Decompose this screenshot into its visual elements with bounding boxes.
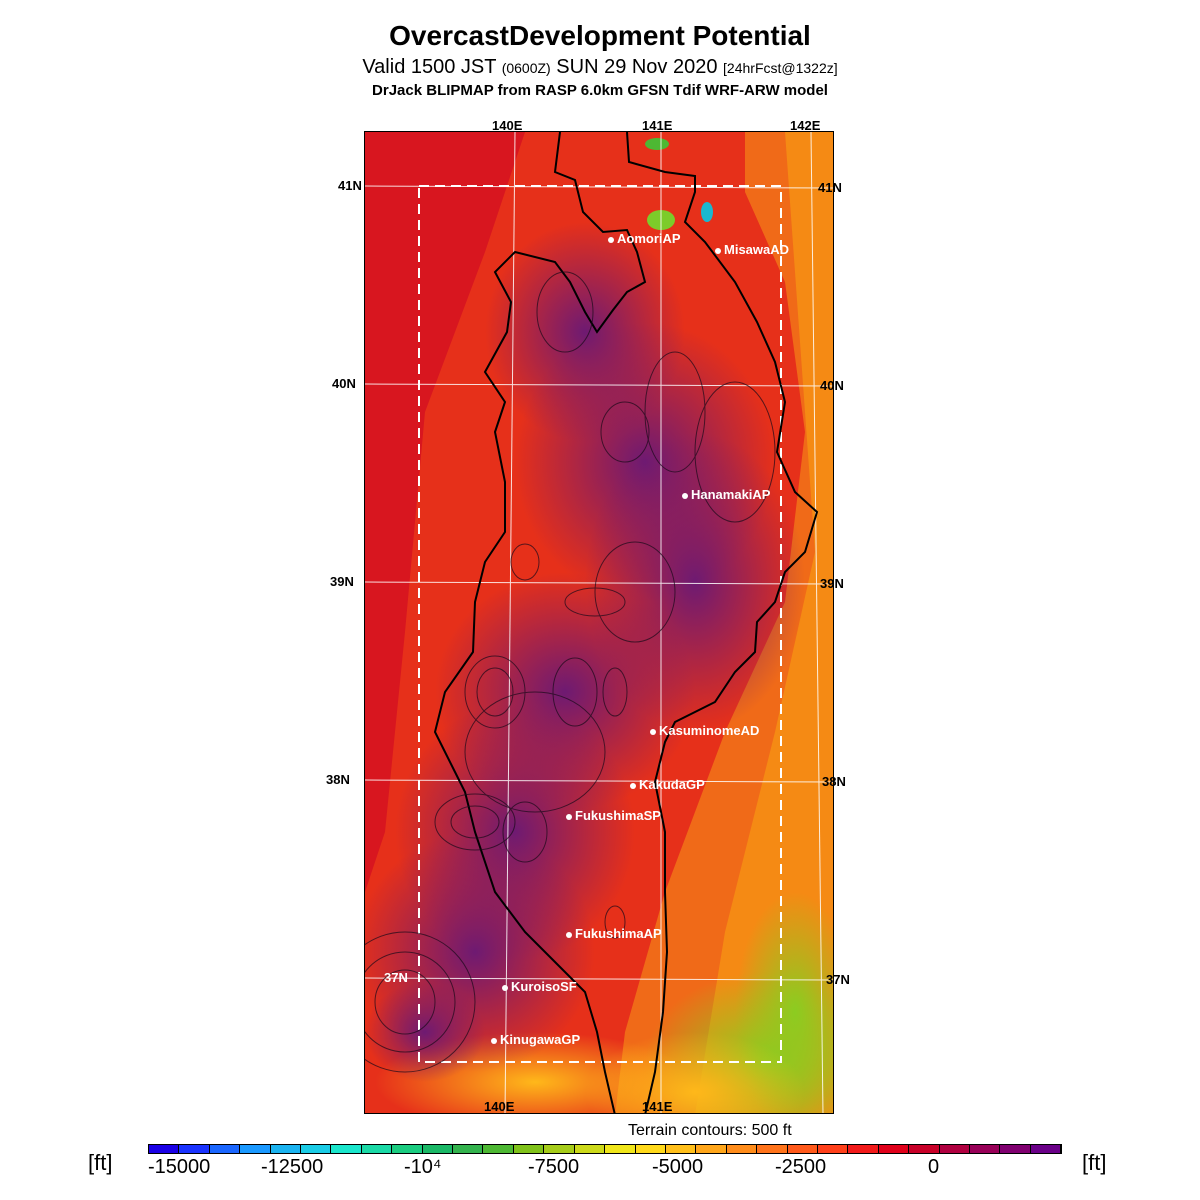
lat-tick-left-37: 37N [384,970,408,985]
station-marker[interactable]: KasuminomeAD [650,723,759,738]
scale-label: -12500 [261,1156,324,1178]
lon-tick-bottom-141: 141E [642,1099,673,1114]
station-dot [608,236,614,243]
color-scale-cell [665,1145,697,1153]
scale-label: -7500 [528,1156,580,1178]
lon-tick-top-141: 141E [642,118,673,133]
color-scale-cell [787,1145,818,1153]
unit-label-right: [ft] [1082,1150,1107,1175]
station-marker[interactable]: KinugawaGP [491,1032,580,1047]
lat-tick-left-38: 38N [326,772,350,787]
color-scale-cell [331,1145,362,1153]
station-label: HanamakiAP [691,487,771,502]
color-scale-cell [544,1145,575,1153]
station-dot [682,492,688,499]
station-marker[interactable]: HanamakiAP [682,487,770,502]
lat-tick-left-39: 39N [330,574,354,589]
scale-label: -2500 [775,1156,827,1178]
lat-tick-right-41: 41N [818,180,842,195]
station-label: KasuminomeAD [659,723,760,738]
scale-label: -10⁴ [404,1156,442,1178]
station-marker[interactable]: KuroisoSF [502,979,577,994]
station-marker[interactable]: KakudaGP [630,777,705,792]
lat-tick-left-40: 40N [332,376,356,391]
lat-tick-left-41: 41N [338,178,362,193]
color-scale-cell [392,1145,423,1153]
chart-title: OvercastDevelopment Potential [389,20,811,51]
lat-tick-right-38: 38N [822,774,846,789]
station-label: KuroisoSF [511,979,577,994]
color-scale-cell [635,1145,666,1153]
valid-date: SUN 29 Nov 2020 [556,56,718,78]
color-scale-cell [574,1145,606,1153]
model-description: DrJack BLIPMAP from RASP 6.0km GFSN Tdif… [372,82,828,99]
station-dot [566,813,572,820]
scale-label: -5000 [652,1156,704,1178]
station-label: KinugawaGP [500,1032,581,1047]
station-label: FukushimaSP [575,808,661,823]
color-scale-cell [209,1145,241,1153]
utc-time: (0600Z) [501,60,551,76]
color-scale-cell [179,1145,210,1153]
color-scale-cell [939,1145,970,1153]
color-scale-cell [605,1145,636,1153]
forecast-map [365,132,833,1113]
color-scale-bar [148,1144,1062,1154]
color-scale-cell [513,1145,545,1153]
color-scale-cell [240,1145,271,1153]
lon-tick-top-140: 140E [492,118,523,133]
lon-tick-top-142: 142E [790,118,821,133]
color-scale-cell [1000,1145,1031,1153]
color-scale-cell [453,1145,484,1153]
forecast-info: [24hrFcst@1322z] [723,60,838,76]
station-dot [491,1037,497,1044]
station-label: FukushimaAP [575,926,662,941]
color-scale-cell [726,1145,758,1153]
lon-tick-bottom-140: 140E [484,1099,515,1114]
station-dot [715,247,721,254]
station-marker[interactable]: MisawaAD [715,242,789,257]
station-marker[interactable]: FukushimaSP [566,808,661,823]
station-label: KakudaGP [639,777,705,792]
lat-tick-right-40: 40N [820,378,844,393]
color-scale-cell [817,1145,849,1153]
color-scale-cell [270,1145,302,1153]
station-marker[interactable]: AomoriAP [608,231,681,246]
scale-label: 0 [928,1156,940,1178]
station-label: MisawaAD [724,242,790,257]
station-marker[interactable]: FukushimaAP [566,926,662,941]
station-label: AomoriAP [617,231,681,246]
color-scale-cell [149,1145,180,1153]
color-scale-cell [878,1145,910,1153]
lat-tick-right-37: 37N [826,972,850,987]
color-scale-cell [757,1145,788,1153]
color-scale-cell [969,1145,1001,1153]
color-scale-cell [696,1145,727,1153]
station-dot [630,782,636,789]
color-scale-cell [422,1145,454,1153]
station-dot [566,931,572,938]
color-scale-cell [1030,1145,1062,1153]
color-scale-cell [909,1145,940,1153]
color-scale-cell [361,1145,393,1153]
color-scale-cell [483,1145,514,1153]
map-panel [364,131,834,1114]
station-dot [650,728,656,735]
scale-label: -15000 [148,1156,211,1178]
unit-label-left: [ft] [88,1150,113,1175]
station-dot [502,984,508,991]
valid-time: Valid 1500 JST [362,56,497,78]
lat-tick-right-39: 39N [820,576,844,591]
terrain-contour-note: Terrain contours: 500 ft [628,1122,792,1139]
chart-subtitle: Valid 1500 JST (0600Z) SUN 29 Nov 2020 [… [0,56,1200,79]
color-scale-cell [301,1145,332,1153]
color-scale-cell [848,1145,879,1153]
